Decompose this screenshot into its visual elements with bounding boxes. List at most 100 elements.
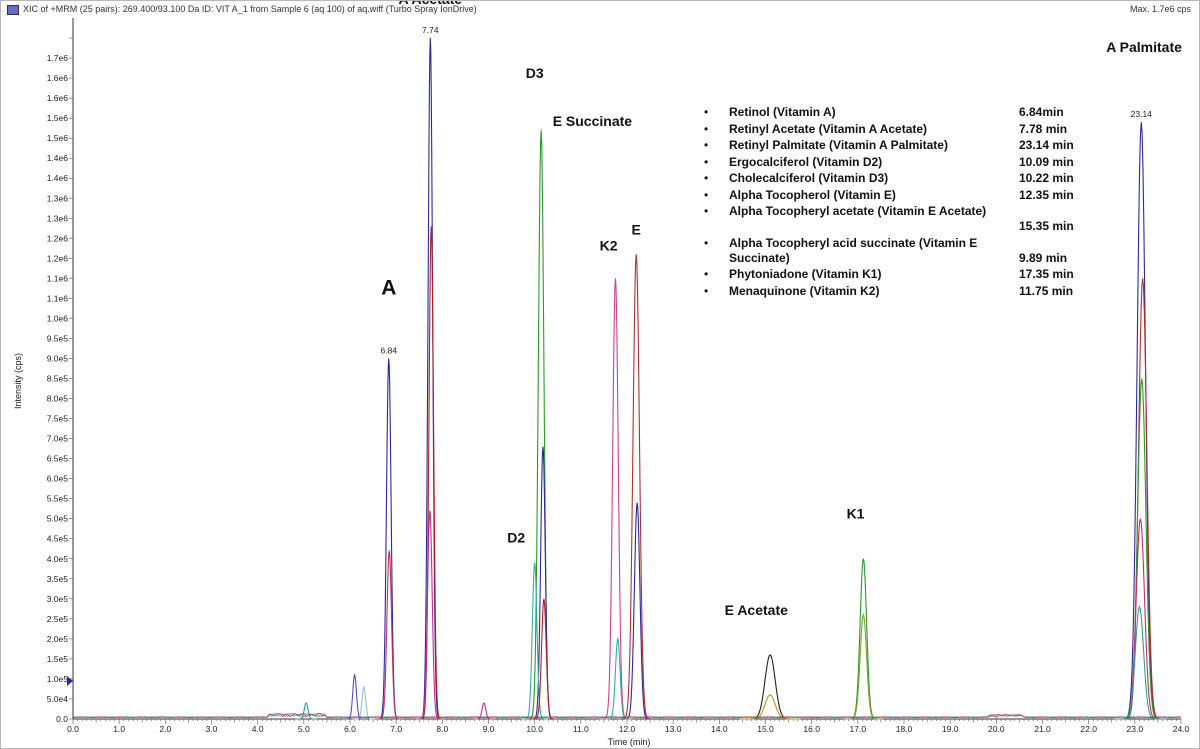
max-intensity: Max. 1.7e6 cps (1129, 4, 1191, 14)
y-tick-label: 1.5e6 (47, 133, 69, 143)
x-tick-label: 18.0 (896, 724, 913, 734)
legend-compound: Ergocalciferol (Vitamin D2) (729, 154, 883, 169)
y-tick-label: 1.3e6 (47, 193, 69, 203)
y-tick-label: 4.5e5 (47, 534, 69, 544)
y-tick-label: 6.0e5 (47, 474, 69, 484)
peak-label: E Succinate (553, 113, 633, 129)
y-tick-label: 8.0e5 (47, 394, 69, 404)
legend-bullet: • (704, 154, 709, 169)
legend-retention-time: 15.35 min (1019, 219, 1074, 233)
legend-item: • Ergocalciferol (Vitamin D2) 10.09 min (704, 155, 1104, 170)
x-tick-label: 16.0 (803, 724, 820, 734)
retention-time-label: 6.84 (381, 345, 398, 355)
x-tick-label: 3.0 (206, 724, 218, 734)
peak-trace (417, 226, 446, 720)
peak-label: A Acetate (399, 1, 463, 7)
y-tick-label: 3.0e5 (47, 594, 69, 604)
legend-compound: Retinyl Palmitate (Vitamin A Palmitate) (729, 138, 948, 152)
y-tick-label: 1.7e6 (47, 53, 69, 63)
peak-label: K2 (600, 237, 618, 253)
legend-bullet: • (704, 138, 709, 152)
legend-bullet: • (704, 283, 709, 298)
peak-label: A (381, 276, 396, 299)
y-tick-label: 1.4e6 (47, 153, 69, 163)
y-tick-label: 1.5e5 (47, 654, 69, 664)
y-tick-label: 4.0e5 (47, 554, 69, 564)
y-tick-label: 9.0e5 (47, 353, 69, 363)
x-axis-label: Time (min) (608, 737, 651, 747)
y-tick-label: 1.2e6 (47, 253, 69, 263)
y-tick-label: 1.6e6 (47, 93, 69, 103)
peak-trace (616, 254, 656, 720)
peak-label: D2 (507, 530, 525, 546)
peak-label: D3 (526, 65, 544, 81)
legend-compound: Cholecalciferol (Vitamin D3) (729, 171, 889, 185)
legend-item: • Phytoniadone (Vitamin K1) 17.35 min (704, 267, 1104, 282)
peak-trace (603, 636, 632, 720)
y-tick-label: 5.0e5 (47, 514, 69, 524)
legend-retention-time: 6.84min (1019, 105, 1064, 119)
y-tick-label: 1.0e6 (47, 313, 69, 323)
chromatogram-title: XIC of +MRM (25 pairs): 269.400/93.100 D… (23, 4, 477, 14)
legend-compound: Retinol (Vitamin A) (729, 105, 836, 119)
baseline-trace (72, 712, 1182, 719)
peak-trace (343, 673, 366, 720)
x-tick-label: 12.0 (619, 724, 636, 734)
legend-bullet: • (704, 267, 709, 281)
legend-bullet: • (704, 235, 709, 250)
legend-retention-time: 9.89 min (1019, 250, 1068, 265)
peak-trace (416, 38, 445, 720)
legend-retention-time: 11.75 min (1019, 283, 1074, 298)
legend-compound: Alpha Tocopherol (Vitamin E) (729, 187, 896, 202)
peak-trace (1114, 605, 1165, 720)
peak-trace (739, 654, 801, 720)
peak-trace (352, 685, 375, 720)
x-tick-label: 6.0 (344, 724, 356, 734)
legend-item: • Alpha Tocopherol (Vitamin E) 12.35 min (704, 188, 1104, 203)
y-tick-label: 2.5e5 (47, 614, 69, 624)
legend-item: • Retinyl Acetate (Vitamin A Acetate) 7.78… (704, 122, 1104, 137)
y-marker-icon (67, 675, 73, 686)
peak-trace (843, 558, 883, 720)
peak-trace (472, 702, 495, 720)
legend-item: • Menaquinone (Vitamin K2) 11.75 min (704, 284, 1104, 299)
y-tick-label: 7.0e5 (47, 434, 69, 444)
legend-compound: Menaquinone (Vitamin K2) (729, 283, 880, 298)
legend-bullet: • (704, 121, 709, 136)
legend-compound: Alpha Tocopheryl acetate (Vitamin E Acet… (729, 204, 987, 218)
x-tick-label: 2.0 (159, 724, 171, 734)
peak-trace (1116, 122, 1167, 720)
legend-item: • Alpha Tocopheryl acid succinate (Vitami… (704, 236, 1104, 266)
peak-label: K1 (847, 506, 865, 522)
legend-retention-time: 10.09 min (1019, 154, 1074, 169)
x-tick-label: 17.0 (850, 724, 867, 734)
y-tick-label: 3.5e5 (47, 574, 69, 584)
legend-item: • Retinol (Vitamin A) 6.84min (704, 105, 1104, 120)
legend-bullet: • (704, 187, 709, 202)
peak-trace (374, 358, 403, 720)
x-tick-label: 23.0 (1127, 724, 1144, 734)
peak-trace (520, 562, 549, 720)
legend-bullet: • (704, 105, 709, 119)
x-tick-label: 15.0 (757, 724, 774, 734)
y-tick-label: 5.5e5 (47, 494, 69, 504)
peak-trace (620, 502, 654, 720)
compound-legend: • Retinol (Vitamin A) 6.84min • Retinyl Acet… (704, 105, 1104, 300)
y-tick-label: 8.5e5 (47, 374, 69, 384)
legend-retention-time: 10.22 min (1019, 171, 1074, 185)
y-tick-label: 9.5e5 (47, 333, 69, 343)
y-tick-label: 6.5e5 (47, 454, 69, 464)
x-tick-label: 11.0 (573, 724, 589, 734)
peak-trace (1116, 378, 1167, 720)
y-tick-label: 1.2e6 (47, 233, 69, 243)
peak-label: A Palmitate (1106, 39, 1182, 55)
peak-trace (295, 702, 318, 720)
y-tick-label: 1.3e6 (47, 213, 69, 223)
annotations: 6.84 7.74 23.14 A A Acetate D3 E Succinate K2 E D… (381, 1, 1183, 618)
y-tick-label: 1.4e6 (47, 173, 69, 183)
peak-trace (530, 598, 558, 720)
y-axis-label: Intensity (cps) (13, 353, 23, 409)
x-tick-label: 22.0 (1080, 724, 1097, 734)
